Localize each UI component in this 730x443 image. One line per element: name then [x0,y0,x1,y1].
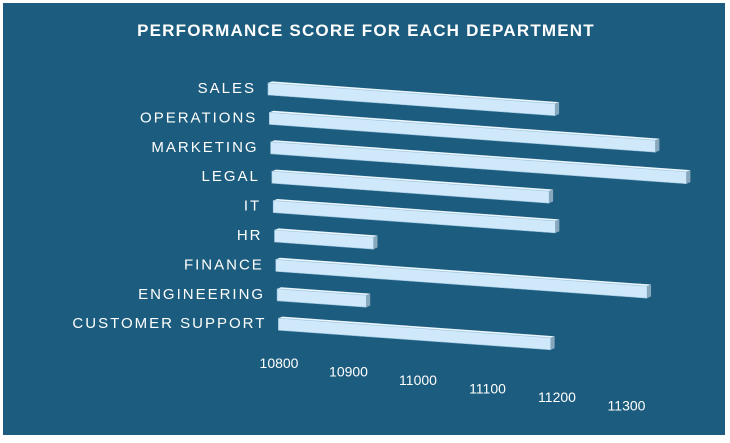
bar-end-face [555,102,560,116]
category-label: IT [244,198,261,215]
bar-it [272,199,560,234]
x-axis-ticks: 10800 10900 11000 11100 11200 11300 [260,355,646,414]
bar-top-face [270,140,691,172]
x-tick-label: 11000 [399,372,437,388]
bar-top-face [273,199,560,221]
bar-marketing [270,140,691,185]
category-labels: SALES OPERATIONS MARKETING LEGAL IT HR FINANCE… [72,80,266,332]
bar-top-face [268,81,560,104]
bar-top-face [278,316,555,338]
bar-top-face [275,257,652,287]
bar-operations [268,110,660,153]
x-tick-label: 11300 [608,398,646,414]
x-tick-label: 11200 [538,389,576,405]
bars-layer [267,81,691,351]
bar-end-face [373,235,378,250]
category-label: LEGAL [202,168,260,185]
bar-end-face [555,219,560,233]
category-label: FINANCE [184,256,264,273]
bar-top-face [269,110,660,141]
bar-end-face [655,138,660,153]
chart-title: PERFORMANCE SCORE FOR EACH DEPARTMENT [137,21,595,40]
category-label: CUSTOMER SUPPORT [72,315,266,332]
category-label: ENGINEERING [138,286,265,303]
bar-top-face [277,287,371,296]
bar-top-face [274,228,378,238]
bar-legal [271,169,554,204]
category-label: OPERATIONS [140,109,257,126]
bar-customer-support [278,316,555,351]
bar-hr [274,228,378,250]
bar-end-face [686,170,691,184]
category-label: SALES [198,80,256,97]
category-label: MARKETING [151,139,258,156]
bar-end-face [550,336,555,350]
x-tick-label: 11100 [469,381,506,397]
bar-end-face [647,284,652,299]
bar-end-face [549,189,554,204]
bar-end-face [366,293,371,308]
x-tick-label: 10800 [260,355,299,371]
category-label: HR [237,227,263,244]
x-tick-label: 10900 [329,364,368,380]
bar-finance [275,257,652,299]
bar-engineering [276,287,371,308]
bar-sales [267,81,560,116]
bar-top-face [271,169,554,192]
